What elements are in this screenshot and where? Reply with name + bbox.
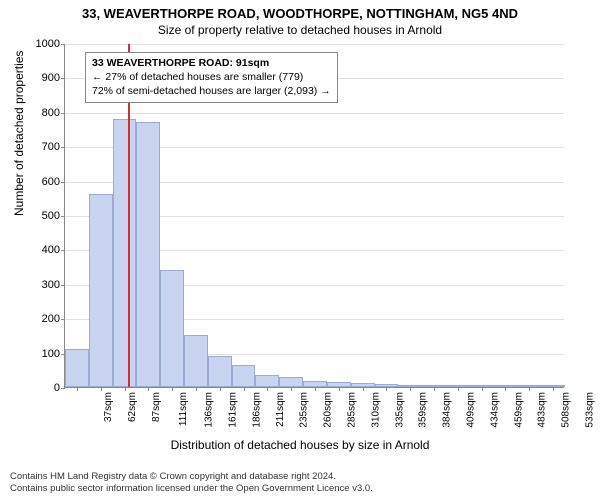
x-tick-label: 434sqm [489,392,500,428]
y-tick-label: 500 [24,210,60,222]
chart-title-sub: Size of property relative to detached ho… [0,21,600,37]
histogram-bar [208,356,232,387]
x-tick-mark [315,387,316,391]
x-tick-label: 285sqm [347,392,358,428]
x-tick-mark [244,387,245,391]
histogram-bar [136,122,160,387]
x-tick-mark [77,387,78,391]
x-tick-mark [172,387,173,391]
x-tick-label: 211sqm [274,392,285,427]
histogram-bar [232,365,256,387]
x-tick-mark [339,387,340,391]
y-tick-label: 0 [24,382,60,394]
y-tick-mark [61,216,65,217]
x-tick-mark [434,387,435,391]
gridline-h [65,44,564,45]
x-tick-mark [482,387,483,391]
histogram-bar [113,119,137,387]
x-tick-label: 508sqm [561,392,572,428]
histogram-bar [160,270,184,387]
y-tick-mark [61,388,65,389]
x-tick-label: 384sqm [442,392,453,428]
x-tick-label: 310sqm [370,392,381,428]
x-tick-mark [363,387,364,391]
y-tick-mark [61,182,65,183]
x-tick-label: 136sqm [204,392,215,428]
x-tick-label: 459sqm [513,392,524,428]
y-tick-mark [61,250,65,251]
x-tick-label: 37sqm [103,392,114,422]
x-tick-label: 186sqm [251,392,262,428]
x-tick-mark [220,387,221,391]
histogram-bar [65,349,89,387]
y-tick-label: 1000 [24,38,60,50]
info-line-1: 33 WEAVERTHORPE ROAD: 91sqm [92,56,331,70]
x-tick-label: 409sqm [466,392,477,428]
x-tick-mark [291,387,292,391]
y-tick-label: 100 [24,348,60,360]
x-tick-mark [458,387,459,391]
y-tick-mark [61,78,65,79]
x-tick-label: 161sqm [228,392,239,428]
y-tick-label: 400 [24,244,60,256]
x-tick-mark [196,387,197,391]
y-tick-mark [61,285,65,286]
y-tick-label: 300 [24,279,60,291]
x-tick-mark [386,387,387,391]
info-line-2: ← 27% of detached houses are smaller (77… [92,70,331,84]
x-tick-label: 359sqm [418,392,429,428]
x-tick-mark [101,387,102,391]
y-tick-mark [61,319,65,320]
x-tick-mark [267,387,268,391]
info-callout-box: 33 WEAVERTHORPE ROAD: 91sqm ← 27% of det… [85,52,338,103]
x-tick-label: 62sqm [127,392,138,422]
x-tick-mark [505,387,506,391]
gridline-h [65,113,564,114]
x-tick-label: 235sqm [299,392,310,428]
y-tick-label: 200 [24,313,60,325]
chart-title-main: 33, WEAVERTHORPE ROAD, WOODTHORPE, NOTTI… [0,0,600,21]
histogram-bar [89,194,113,387]
x-tick-mark [148,387,149,391]
x-tick-mark [125,387,126,391]
y-tick-label: 800 [24,107,60,119]
y-tick-mark [61,113,65,114]
x-tick-mark [410,387,411,391]
x-tick-label: 260sqm [323,392,334,428]
footer-attribution: Contains HM Land Registry data © Crown c… [10,471,373,494]
footer-line-2: Contains public sector information licen… [10,483,373,494]
x-tick-label: 533sqm [585,392,596,428]
info-line-3: 72% of semi-detached houses are larger (… [92,84,331,98]
x-tick-label: 483sqm [537,392,548,428]
y-tick-mark [61,147,65,148]
y-tick-label: 700 [24,141,60,153]
histogram-bar [184,335,208,387]
x-tick-mark [553,387,554,391]
x-tick-label: 87sqm [151,392,162,422]
x-tick-label: 111sqm [178,392,189,426]
histogram-bar [279,377,303,387]
y-tick-mark [61,44,65,45]
histogram-bar [255,375,279,387]
footer-line-1: Contains HM Land Registry data © Crown c… [10,471,373,482]
y-tick-label: 900 [24,72,60,84]
x-tick-label: 335sqm [394,392,405,428]
chart-plot-area: 33 WEAVERTHORPE ROAD: 91sqm ← 27% of det… [64,44,564,388]
x-tick-mark [529,387,530,391]
y-tick-label: 600 [24,176,60,188]
x-axis-label: Distribution of detached houses by size … [0,438,600,452]
